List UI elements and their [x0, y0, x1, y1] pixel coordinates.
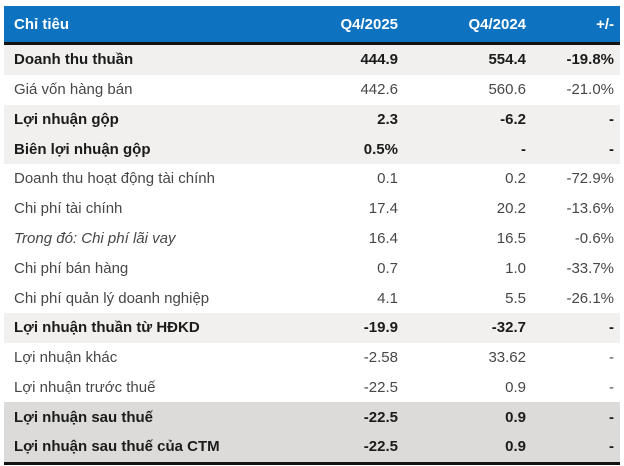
value-q4-2024: 0.2	[404, 164, 532, 194]
value-q4-2024: 16.5	[404, 223, 532, 254]
value-q4-2025: 0.5%	[300, 134, 404, 165]
value-change: -0.6%	[532, 223, 620, 254]
value-change: -	[532, 104, 620, 135]
row-label: Chi phí quản lý doanh nghiệp	[4, 283, 300, 313]
value-q4-2025: -19.9	[300, 312, 404, 343]
value-q4-2025: -2.58	[300, 342, 404, 373]
value-q4-2024: -32.7	[404, 312, 532, 343]
value-change: -	[532, 402, 620, 432]
value-change: -33.7%	[532, 253, 620, 284]
value-change: -	[532, 134, 620, 165]
value-q4-2024: 0.9	[404, 402, 532, 432]
row-label: Lợi nhuận gộp	[4, 104, 300, 135]
table-row: Lợi nhuận trước thuế -22.5 0.9-	[4, 372, 620, 403]
row-label: Lợi nhuận khác	[4, 342, 300, 373]
value-q4-2025: -22.5	[300, 431, 404, 464]
value-change: -	[532, 431, 620, 464]
table-row: Chi phí bán hàng 0.7 1.0 -33.7%	[4, 253, 620, 284]
table-header-row: Chỉ tiêu Q4/2025 Q4/2024 +/-	[4, 6, 620, 45]
table-row: Trong đó: Chi phí lãi vay 16.4 16.5 -0.6%	[4, 223, 620, 254]
value-q4-2024: 560.6	[404, 74, 532, 105]
row-label: Giá vốn hàng bán	[4, 74, 300, 105]
value-q4-2024: 33.62	[404, 342, 532, 373]
value-q4-2024: -6.2	[404, 104, 532, 135]
value-q4-2025: 0.1	[300, 164, 404, 194]
financial-results-table: Chỉ tiêu Q4/2025 Q4/2024 +/- Doanh thu t…	[4, 6, 620, 465]
table-row: Giá vốn hàng bán 442.6 560.6 -21.0%	[4, 74, 620, 105]
value-q4-2024: 0.9	[404, 372, 532, 403]
value-change: -13.6%	[532, 193, 620, 224]
row-label: Doanh thu thuần	[4, 43, 300, 75]
value-q4-2025: -22.5	[300, 372, 404, 403]
row-label: Lợi nhuận thuần từ HĐKD	[4, 312, 300, 343]
value-q4-2025: -22.5	[300, 402, 404, 432]
table-row: Chi phí quản lý doanh nghiệp 4.1 5.5 -26.1%	[4, 283, 620, 313]
value-q4-2025: 2.3	[300, 104, 404, 135]
table-row: Doanh thu thuần 444.9 554.4 -19.8%	[4, 43, 620, 75]
value-q4-2024: 554.4	[404, 43, 532, 75]
value-change: -19.8%	[532, 43, 620, 75]
value-q4-2025: 16.4	[300, 223, 404, 254]
row-label: Doanh thu hoạt động tài chính	[4, 164, 300, 194]
value-q4-2024: 20.2	[404, 193, 532, 224]
col-header-change: +/-	[532, 6, 620, 45]
row-label: Trong đó: Chi phí lãi vay	[4, 223, 300, 254]
value-change: -	[532, 372, 620, 403]
value-change: -72.9%	[532, 164, 620, 194]
table-row: Lợi nhuận gộp 2.3 -6.2-	[4, 104, 620, 135]
table-row: Doanh thu hoạt động tài chính 0.1 0.2 -72.9…	[4, 164, 620, 194]
row-label: Biên lợi nhuận gộp	[4, 134, 300, 165]
value-q4-2024: 5.5	[404, 283, 532, 313]
value-q4-2024: -	[404, 134, 532, 165]
value-q4-2025: 442.6	[300, 74, 404, 105]
table-row: Lợi nhuận sau thuế của CTM -22.5 0.9-	[4, 431, 620, 464]
value-q4-2024: 1.0	[404, 253, 532, 284]
table-row: Lợi nhuận thuần từ HĐKD -19.9 -32.7-	[4, 312, 620, 343]
table-row: Lợi nhuận khác -2.58 33.62-	[4, 342, 620, 373]
table-row: Biên lợi nhuận gộp 0.5% - -	[4, 134, 620, 165]
value-change: -	[532, 342, 620, 373]
col-header-q4-2025: Q4/2025	[300, 6, 404, 45]
table-header: Chỉ tiêu Q4/2025 Q4/2024 +/-	[4, 6, 620, 45]
value-q4-2024: 0.9	[404, 431, 532, 464]
value-change: -21.0%	[532, 74, 620, 105]
table-row: Chi phí tài chính 17.4 20.2 -13.6%	[4, 193, 620, 224]
row-label: Chi phí bán hàng	[4, 253, 300, 284]
row-label: Lợi nhuận trước thuế	[4, 372, 300, 403]
table-row: Lợi nhuận sau thuế -22.5 0.9-	[4, 402, 620, 432]
table-body: Doanh thu thuần 444.9 554.4 -19.8% Giá vốn h…	[4, 43, 620, 464]
value-change: -26.1%	[532, 283, 620, 313]
row-label: Lợi nhuận sau thuế của CTM	[4, 431, 300, 464]
value-q4-2025: 0.7	[300, 253, 404, 284]
value-change: -	[532, 312, 620, 343]
value-q4-2025: 4.1	[300, 283, 404, 313]
col-header-q4-2024: Q4/2024	[404, 6, 532, 45]
value-q4-2025: 17.4	[300, 193, 404, 224]
row-label: Chi phí tài chính	[4, 193, 300, 224]
value-q4-2025: 444.9	[300, 43, 404, 75]
row-label: Lợi nhuận sau thuế	[4, 402, 300, 432]
col-header-indicator: Chỉ tiêu	[4, 6, 300, 45]
